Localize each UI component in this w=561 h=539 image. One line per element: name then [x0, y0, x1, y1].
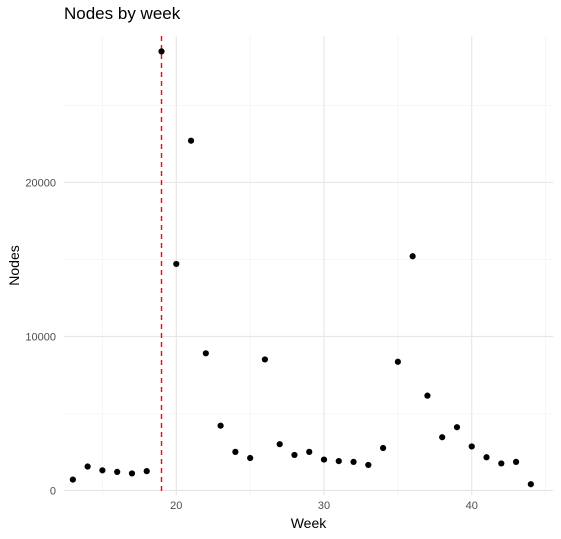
data-point — [483, 454, 489, 460]
data-point — [528, 481, 534, 487]
data-point — [277, 441, 283, 447]
data-point — [513, 459, 519, 465]
data-point — [454, 424, 460, 430]
data-point — [262, 356, 268, 362]
data-point — [129, 470, 135, 476]
x-axis-title: Week — [291, 515, 328, 531]
data-point — [114, 469, 120, 475]
data-point — [306, 449, 312, 455]
data-point — [424, 393, 430, 399]
data-point — [469, 443, 475, 449]
y-axis-title: Nodes — [6, 245, 22, 285]
data-point — [380, 445, 386, 451]
data-point — [247, 455, 253, 461]
data-point — [365, 462, 371, 468]
data-point — [144, 468, 150, 474]
y-tick-label: 10000 — [25, 331, 56, 343]
data-point — [395, 359, 401, 365]
data-point — [99, 467, 105, 473]
data-point — [439, 434, 445, 440]
data-point — [336, 458, 342, 464]
x-tick-label: 30 — [318, 500, 330, 512]
data-point — [291, 452, 297, 458]
data-point — [217, 423, 223, 429]
data-point — [498, 460, 504, 466]
x-tick-label: 20 — [170, 500, 182, 512]
y-tick-label: 0 — [50, 485, 56, 497]
data-point — [173, 261, 179, 267]
data-point — [232, 449, 238, 455]
data-point — [158, 48, 164, 54]
data-point — [85, 463, 91, 469]
x-tick-label: 40 — [466, 500, 478, 512]
data-point — [410, 253, 416, 259]
data-point — [70, 476, 76, 482]
data-point — [203, 350, 209, 356]
data-point — [188, 138, 194, 144]
y-tick-label: 20000 — [25, 177, 56, 189]
data-point — [321, 456, 327, 462]
data-point — [350, 459, 356, 465]
